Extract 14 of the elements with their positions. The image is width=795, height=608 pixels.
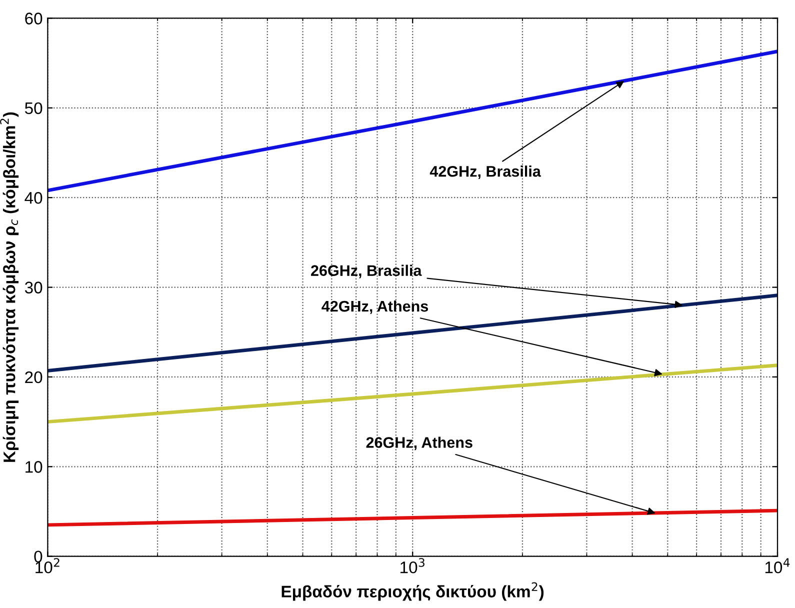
y-axis-title: Κρίσιμη πυκνότητα κόμβων ρ$_{c}$ (κόμβοι/km$^{2}$) — [0, 112, 19, 462]
x-tick-label: 10$^{4}$ — [765, 558, 790, 574]
y-tick-label: 60 — [25, 12, 42, 24]
y-tick-label: 10 — [26, 461, 42, 473]
y-tick-label: 30 — [24, 282, 42, 294]
annotation: 26GHz, Athens — [366, 436, 472, 450]
y-tick-label: 20 — [25, 371, 42, 384]
x-axis-title: Εμβαδόν περιοχής δικτύου (km$^{2}$) — [282, 582, 544, 601]
annotation: 26GHz, Brasilia — [311, 264, 422, 278]
annotation: 42GHz, Athens — [322, 300, 428, 314]
annotation: 42GHz, Brasilia — [430, 166, 541, 179]
y-tick-label: 40 — [24, 192, 42, 204]
y-tick-label: 50 — [24, 102, 42, 114]
x-tick-label: 10$^{3}$ — [400, 558, 424, 574]
